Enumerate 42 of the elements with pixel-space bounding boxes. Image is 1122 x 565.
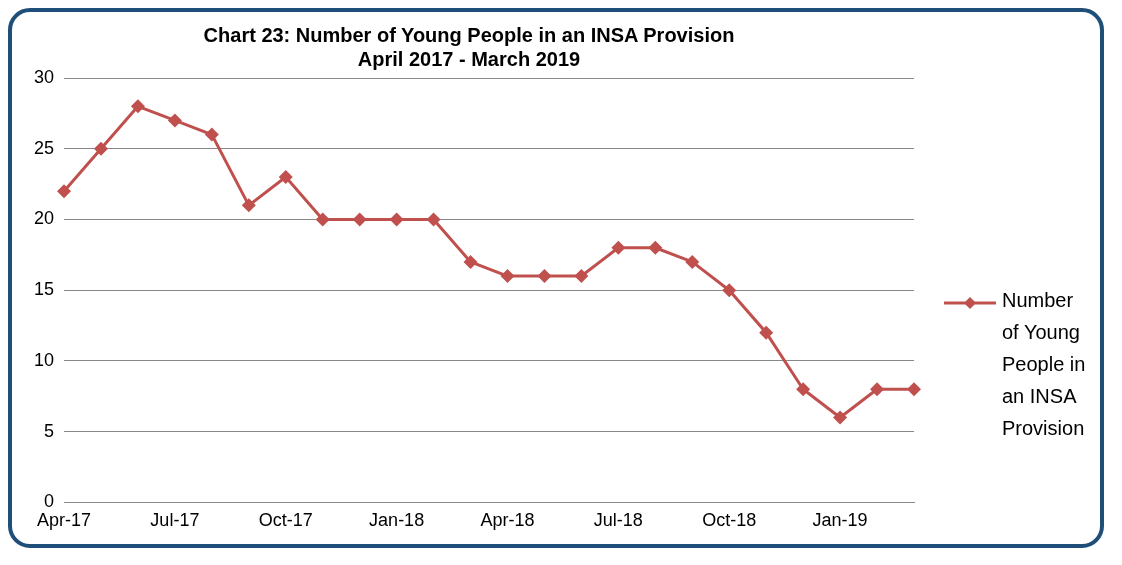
point bbox=[315, 212, 330, 227]
point bbox=[57, 184, 72, 199]
point bbox=[130, 99, 145, 114]
point bbox=[685, 254, 700, 269]
point bbox=[870, 382, 885, 397]
y-tick-label: 20 bbox=[33, 208, 55, 229]
y-tick-label: 25 bbox=[33, 137, 55, 158]
point bbox=[500, 269, 515, 284]
point bbox=[648, 240, 663, 255]
x-tick-label: Oct-17 bbox=[258, 510, 313, 531]
point bbox=[167, 113, 182, 128]
y-tick-label: 10 bbox=[33, 349, 55, 370]
point bbox=[833, 410, 848, 425]
point bbox=[426, 212, 441, 227]
point bbox=[463, 254, 478, 269]
y-tick-label: 15 bbox=[33, 279, 55, 300]
point bbox=[611, 240, 626, 255]
y-tick-label: 0 bbox=[44, 491, 55, 512]
y-tick-label: 30 bbox=[33, 66, 55, 87]
x-tick-label: Apr-18 bbox=[480, 510, 535, 531]
x-tick-label: Jan-19 bbox=[812, 510, 868, 531]
point bbox=[907, 382, 921, 397]
x-tick-label: Jan-18 bbox=[369, 510, 425, 531]
x-tick-label: Oct-18 bbox=[702, 510, 757, 531]
point bbox=[93, 141, 108, 156]
point bbox=[722, 283, 737, 298]
y-tick-label: 5 bbox=[44, 420, 55, 441]
rounded-frame: Chart 23: Number of Young People in an INSA Provision April 2017 - March 2019 Apr-17 Jul-17 Oct-17 Jan-18 Apr-18 Jul-18 Oct-18 Jan-19 0 5 10 15 20 25 30 Number of Young People in an INSA Provision bbox=[8, 8, 1104, 548]
x-tick-label: Apr-17 bbox=[37, 510, 92, 531]
x-tick-label: Jul-17 bbox=[150, 510, 200, 531]
point bbox=[241, 198, 256, 213]
point bbox=[574, 269, 589, 284]
x-tick-label: Jul-18 bbox=[593, 510, 643, 531]
legend-label: Number of Young People in an INSA Provision bbox=[1002, 288, 1087, 441]
point bbox=[759, 325, 774, 340]
point bbox=[204, 127, 219, 142]
point bbox=[278, 170, 293, 185]
point bbox=[796, 382, 811, 397]
point bbox=[537, 269, 552, 284]
point bbox=[389, 212, 404, 227]
point bbox=[352, 212, 367, 227]
chart-title: Chart 23: Number of Young People in an INSA Provision April 2017 - March 2019 bbox=[203, 23, 735, 70]
